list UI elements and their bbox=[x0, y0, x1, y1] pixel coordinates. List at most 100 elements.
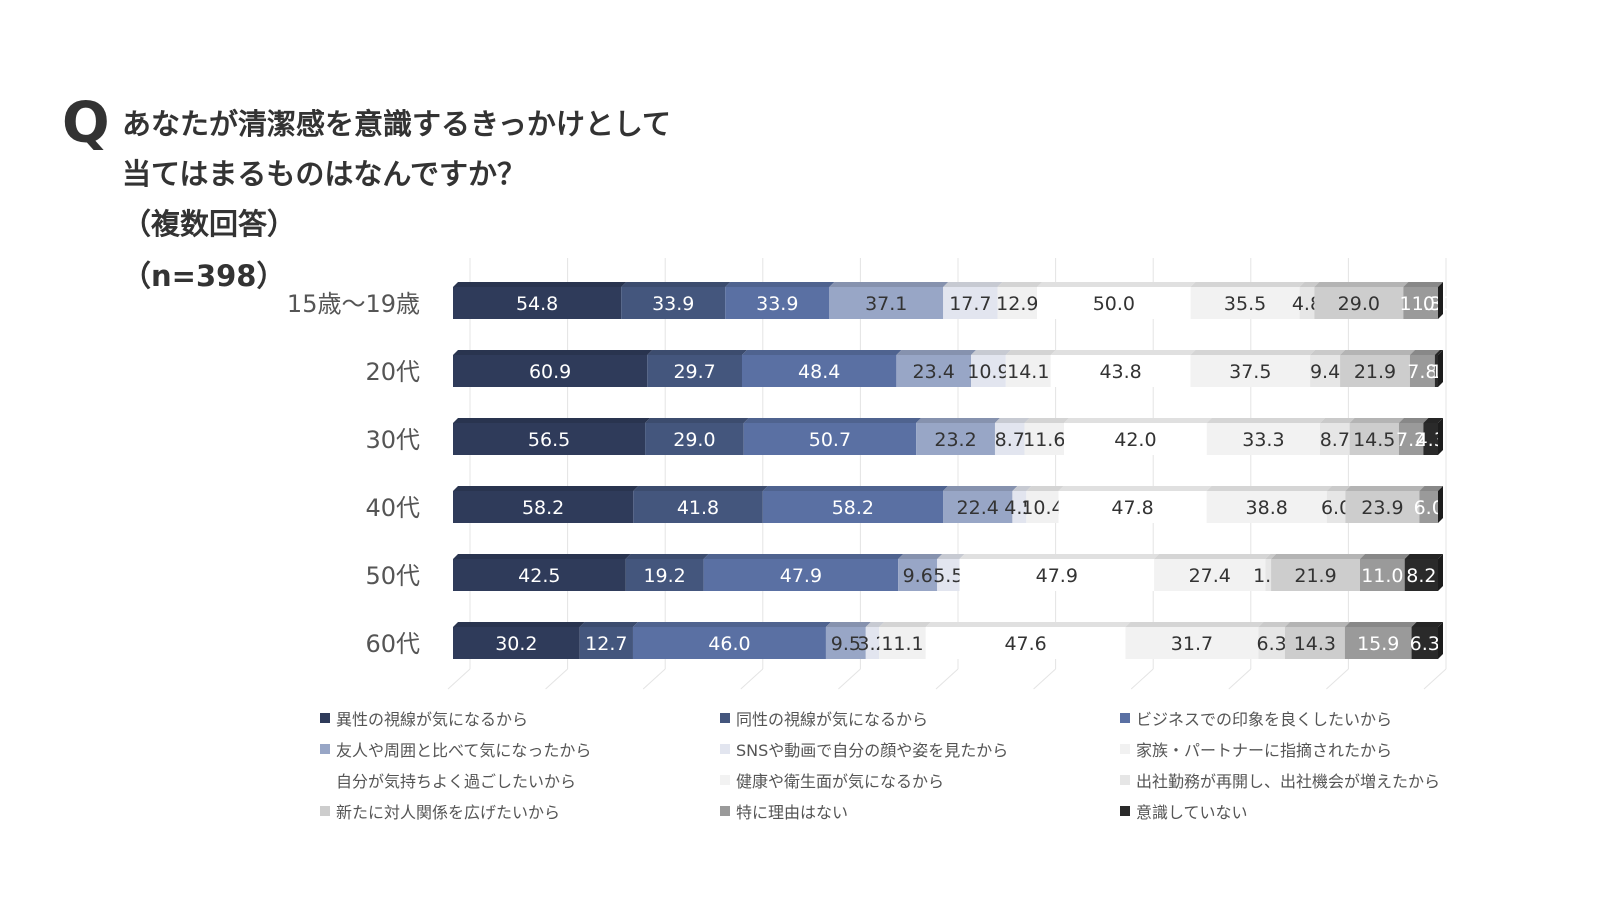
bar-segment-face bbox=[762, 491, 944, 523]
legend-label: 新たに対人関係を広げたいから bbox=[336, 803, 561, 822]
bar-segment-face bbox=[1190, 355, 1311, 387]
bar-segment-top bbox=[1012, 486, 1032, 491]
bar-segment bbox=[896, 350, 977, 387]
bar-segment-face bbox=[865, 627, 880, 659]
bar-segment bbox=[1058, 486, 1212, 523]
bar-segment bbox=[453, 350, 653, 387]
bar-segment-face bbox=[453, 355, 648, 387]
legend-item: 友人や周囲と比べて気になったから bbox=[320, 739, 720, 760]
gridline-floor bbox=[447, 668, 471, 690]
bar-segment-top bbox=[865, 622, 885, 627]
bar-segment-face bbox=[647, 355, 742, 387]
category-label: 20代 bbox=[365, 358, 420, 386]
data-label: 8.2 bbox=[1406, 565, 1436, 587]
bar-segment-face bbox=[896, 355, 972, 387]
legend-item: 新たに対人関係を広げたいから bbox=[320, 801, 720, 822]
data-label: 60.9 bbox=[529, 361, 571, 383]
legend-swatch bbox=[720, 806, 730, 816]
bar-segment-top bbox=[1404, 554, 1443, 559]
bar-segment-face bbox=[971, 355, 1006, 387]
bar-segment-face bbox=[1058, 491, 1207, 523]
bar-segment-face bbox=[1314, 287, 1404, 319]
bar-segment bbox=[1360, 554, 1410, 591]
legend-item: SNSや動画で自分の顔や姿を見たから bbox=[720, 739, 1120, 760]
bar-segment-top bbox=[1005, 350, 1056, 355]
data-label: 17.7 bbox=[949, 293, 991, 315]
data-label: 37.1 bbox=[865, 293, 907, 315]
data-label: 10.9 bbox=[967, 361, 1009, 383]
legend-label: 家族・パートナーに指摘されたから bbox=[1136, 741, 1393, 760]
data-label: 41.8 bbox=[677, 497, 719, 519]
bar-segment-face bbox=[825, 627, 866, 659]
bar-segment-top bbox=[1409, 350, 1440, 355]
legend-item: 異性の視線が気になるから bbox=[320, 708, 720, 729]
bar-segment-face bbox=[925, 627, 1126, 659]
bar-segment-face bbox=[1190, 287, 1300, 319]
legend-label: SNSや動画で自分の顔や姿を見たから bbox=[736, 741, 1009, 760]
data-label: 50.7 bbox=[809, 429, 851, 451]
bar-segment-top bbox=[1265, 554, 1277, 559]
bar-segment bbox=[632, 622, 831, 659]
category-label: 30代 bbox=[365, 426, 420, 454]
data-label: 47.9 bbox=[780, 565, 822, 587]
bar-segment-top bbox=[994, 418, 1030, 423]
data-label: 23.4 bbox=[913, 361, 955, 383]
data-label: 11.1 bbox=[881, 633, 923, 655]
gridline-floor bbox=[1033, 668, 1056, 690]
data-label: 29.7 bbox=[673, 361, 715, 383]
bar-segment-top bbox=[1320, 418, 1355, 423]
bar-segment-face bbox=[1026, 491, 1059, 523]
bar-segment-top bbox=[1050, 350, 1196, 355]
bar-segment bbox=[1314, 282, 1409, 319]
bar-segment-face bbox=[937, 559, 960, 591]
stacked-bar-chart: 15歳〜19歳 54.8 33.9 33.9 37.1 17.7 12.9 50.0 35.5 4… bbox=[286, 258, 1447, 690]
bar-segment-top bbox=[943, 486, 1018, 491]
bar-segment-top bbox=[1344, 622, 1417, 627]
data-label: 22.4 bbox=[957, 497, 999, 519]
bar-segment bbox=[453, 622, 585, 659]
bar-segment-face bbox=[1434, 355, 1438, 387]
bar-segment bbox=[1154, 554, 1271, 591]
gridline-floor bbox=[838, 668, 861, 690]
bar-segment-face bbox=[453, 423, 646, 455]
bar-segment-top bbox=[621, 282, 731, 287]
bar-segment bbox=[937, 554, 965, 591]
bar-segment-top bbox=[633, 486, 768, 491]
bar-segment-top bbox=[647, 350, 747, 355]
data-label: 14.3 bbox=[1294, 633, 1336, 655]
bar-segment-face bbox=[1265, 559, 1272, 591]
bar-end-side bbox=[1438, 282, 1443, 319]
gridline-floor bbox=[1423, 668, 1447, 690]
bar-segment-face bbox=[1206, 491, 1327, 523]
bar-segment bbox=[725, 282, 835, 319]
legend-item: 同性の視線が気になるから bbox=[720, 708, 1120, 729]
legend-label: 健康や衛生面が気になるから bbox=[736, 772, 945, 791]
bar-segment bbox=[762, 486, 949, 523]
bar-segment bbox=[633, 486, 768, 523]
data-label: 31.7 bbox=[1171, 633, 1213, 655]
bar-segment-face bbox=[453, 627, 580, 659]
bar-segment bbox=[1434, 350, 1443, 387]
category-label: 60代 bbox=[365, 630, 420, 658]
bar-segment-top bbox=[896, 350, 977, 355]
bar-segment-top bbox=[1403, 282, 1443, 287]
legend-swatch bbox=[1120, 775, 1130, 785]
bar-segment-face bbox=[943, 287, 998, 319]
legend-swatch bbox=[1120, 744, 1130, 754]
data-label: 54.8 bbox=[516, 293, 558, 315]
bar-segment-top bbox=[645, 418, 749, 423]
data-label: 21.9 bbox=[1354, 361, 1396, 383]
bar-segment-top bbox=[725, 282, 835, 287]
bar-segment bbox=[1258, 622, 1290, 659]
data-label: 38.8 bbox=[1246, 497, 1288, 519]
bar-segment-top bbox=[1423, 418, 1443, 423]
gridline-floor bbox=[1130, 668, 1154, 690]
bar-segment bbox=[453, 486, 639, 523]
bar-segment bbox=[865, 622, 885, 659]
bar-segment-top bbox=[829, 282, 949, 287]
bar-segment-face bbox=[1012, 491, 1027, 523]
bar-segment bbox=[943, 486, 1018, 523]
bar-segment-face bbox=[1125, 627, 1259, 659]
bar-segment-face bbox=[943, 491, 1013, 523]
bar-segment bbox=[645, 418, 749, 455]
